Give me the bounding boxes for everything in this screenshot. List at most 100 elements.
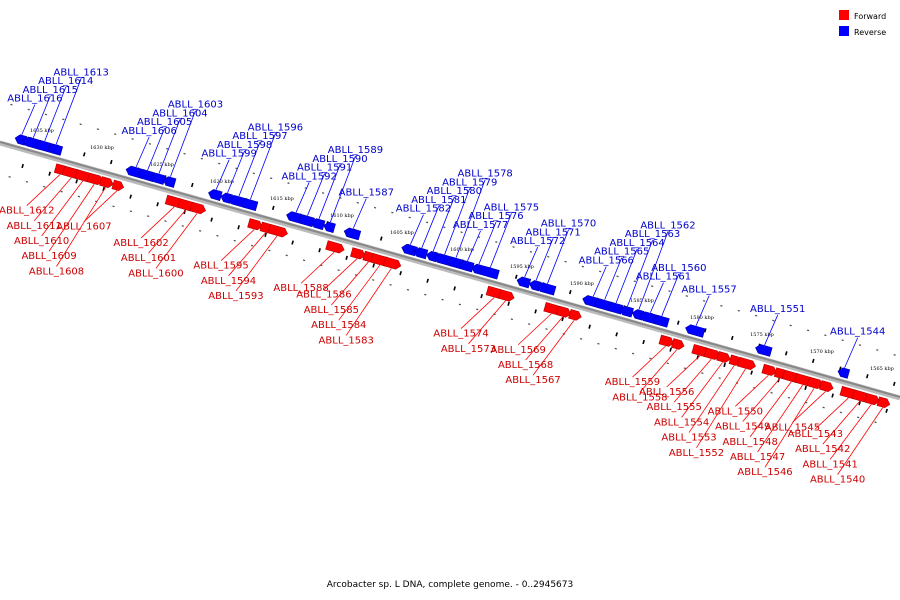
gene-label-abll-1579[interactable]: ABLL_1579 (442, 177, 497, 188)
gene-label-abll-1584[interactable]: ABLL_1584 (311, 320, 366, 331)
gene-label-abll-1549[interactable]: ABLL_1549 (715, 422, 770, 433)
gene-label-abll-1552[interactable]: ABLL_1552 (669, 448, 724, 459)
gene-label-abll-1593[interactable]: ABLL_1593 (208, 291, 263, 302)
gene-label-abll-1610[interactable]: ABLL_1610 (14, 236, 69, 247)
leader-line (235, 235, 278, 292)
gene-label-abll-1594[interactable]: ABLL_1594 (201, 276, 256, 287)
gene-label-abll-1550[interactable]: ABLL_1550 (708, 406, 763, 417)
gene-label-abll-1557[interactable]: ABLL_1557 (681, 285, 736, 296)
gene-label-abll-1586[interactable]: ABLL_1586 (296, 290, 351, 301)
gene-label-abll-1599[interactable]: ABLL_1599 (202, 149, 257, 160)
gene-label-abll-1572[interactable]: ABLL_1572 (510, 236, 565, 247)
axis-dash-upper (676, 320, 680, 325)
gene-label-abll-1614[interactable]: ABLL_1614 (38, 76, 93, 87)
gene-label-abll-1565[interactable]: ABLL_1565 (594, 247, 649, 258)
gene-label-abll-1608[interactable]: ABLL_1608 (29, 266, 84, 277)
leader-line (444, 188, 471, 255)
gene-label-abll-1575[interactable]: ABLL_1575 (484, 202, 539, 213)
leader-line (822, 400, 861, 445)
gene-label-abll-1555[interactable]: ABLL_1555 (647, 402, 702, 413)
gene-label-abll-1561[interactable]: ABLL_1561 (636, 272, 691, 283)
leader-line (837, 407, 884, 475)
gene-label-abll-1544[interactable]: ABLL_1544 (830, 327, 885, 338)
gene-label-abll-1590[interactable]: ABLL_1590 (312, 154, 367, 165)
gene-label-abll-1553[interactable]: ABLL_1553 (661, 433, 716, 444)
gene-label-abll-1573[interactable]: ABLL_1573 (441, 344, 496, 355)
gene-label-abll-1578[interactable]: ABLL_1578 (458, 169, 513, 180)
gene-label-abll-1587[interactable]: ABLL_1587 (339, 188, 394, 199)
gene-label-abll-1603[interactable]: ABLL_1603 (168, 100, 223, 111)
leader-line (666, 355, 701, 388)
gene-label-abll-1611[interactable]: ABLL_1611 (7, 221, 62, 232)
gene-label-abll-1577[interactable]: ABLL_1577 (453, 220, 508, 231)
gene-label-abll-1546[interactable]: ABLL_1546 (737, 467, 792, 478)
gene-label-abll-1559[interactable]: ABLL_1559 (605, 377, 660, 388)
gene-label-abll-1545[interactable]: ABLL_1545 (765, 422, 820, 433)
gene-label-abll-1604[interactable]: ABLL_1604 (152, 108, 207, 119)
gene-label-abll-1564[interactable]: ABLL_1564 (609, 238, 664, 249)
axis-dash-lower (642, 339, 645, 345)
gene-label-abll-1591[interactable]: ABLL_1591 (297, 163, 352, 174)
gene-label-abll-1585[interactable]: ABLL_1585 (304, 305, 359, 316)
gene-label-abll-1569[interactable]: ABLL_1569 (491, 345, 546, 356)
gene-label-abll-1596[interactable]: ABLL_1596 (248, 122, 303, 133)
gene-arrow-abll-1595 (247, 218, 263, 231)
gene-label-abll-1616[interactable]: ABLL_1616 (7, 94, 62, 105)
gene-label-abll-1554[interactable]: ABLL_1554 (654, 417, 709, 428)
gene-label-abll-1556[interactable]: ABLL_1556 (639, 387, 694, 398)
gene-label-abll-1566[interactable]: ABLL_1566 (579, 256, 634, 267)
gene-label-abll-1543[interactable]: ABLL_1543 (788, 429, 843, 440)
gene-label-abll-1540[interactable]: ABLL_1540 (810, 475, 865, 486)
gene-arrow-abll-1581 (413, 247, 429, 260)
gene-label-abll-1547[interactable]: ABLL_1547 (730, 452, 785, 463)
gene-label-abll-1612[interactable]: ABLL_1612 (0, 206, 54, 217)
leader-line (32, 95, 51, 139)
gene-arrow-abll-1575 (479, 266, 500, 280)
gene-label-abll-1568[interactable]: ABLL_1568 (498, 360, 553, 371)
gene-label-abll-1601[interactable]: ABLL_1601 (121, 253, 176, 264)
gene-label-abll-1560[interactable]: ABLL_1560 (651, 263, 706, 274)
gene-label-abll-1574[interactable]: ABLL_1574 (433, 329, 488, 340)
gene-label-abll-1606[interactable]: ABLL_1606 (122, 126, 177, 137)
gene-label-abll-1613[interactable]: ABLL_1613 (54, 67, 109, 78)
gene-label-abll-1581[interactable]: ABLL_1581 (411, 195, 466, 206)
axis-dash-upper (568, 289, 572, 295)
gene-label-abll-1609[interactable]: ABLL_1609 (21, 251, 76, 262)
gene-label-abll-1563[interactable]: ABLL_1563 (625, 229, 680, 240)
gene-label-abll-1589[interactable]: ABLL_1589 (328, 145, 383, 156)
gene-label-abll-1605[interactable]: ABLL_1605 (137, 117, 192, 128)
gene-label-abll-1562[interactable]: ABLL_1562 (640, 220, 695, 231)
axis-tick-label: 1630 kbp (90, 145, 114, 151)
gene-arrow-abll-1560 (652, 315, 670, 328)
leader-line (749, 381, 792, 437)
gene-label-abll-1615[interactable]: ABLL_1615 (23, 85, 78, 96)
gene-label-abll-1595[interactable]: ABLL_1595 (193, 261, 248, 272)
gene-label-abll-1583[interactable]: ABLL_1583 (319, 335, 374, 346)
axis-dash-upper (271, 205, 275, 211)
gene-arrow-abll-1541 (864, 392, 880, 406)
leader-line (331, 261, 369, 306)
gene-label-abll-1576[interactable]: ABLL_1576 (468, 211, 523, 222)
gene-label-abll-1597[interactable]: ABLL_1597 (232, 131, 287, 142)
gene-label-abll-1571[interactable]: ABLL_1571 (525, 227, 580, 238)
gene-label-abll-1580[interactable]: ABLL_1580 (427, 186, 482, 197)
gene-arrow-abll-1564 (607, 302, 624, 315)
gene-label-abll-1558[interactable]: ABLL_1558 (612, 392, 667, 403)
gene-arrow-abll-1554 (716, 351, 731, 363)
gene-label-abll-1548[interactable]: ABLL_1548 (723, 437, 778, 448)
gene-label-abll-1570[interactable]: ABLL_1570 (541, 219, 596, 230)
gene-label-abll-1542[interactable]: ABLL_1542 (795, 444, 850, 455)
gene-label-abll-1588[interactable]: ABLL_1588 (273, 283, 328, 294)
gene-label-abll-1567[interactable]: ABLL_1567 (505, 375, 560, 386)
gene-label-abll-1607[interactable]: ABLL_1607 (56, 222, 111, 233)
gene-label-abll-1598[interactable]: ABLL_1598 (217, 140, 272, 151)
gene-label-abll-1582[interactable]: ABLL_1582 (396, 204, 451, 215)
genome-axis (0, 140, 900, 401)
leader-line (56, 187, 106, 267)
gene-label-abll-1551[interactable]: ABLL_1551 (750, 304, 805, 315)
gene-label-abll-1600[interactable]: ABLL_1600 (128, 268, 183, 279)
leader-line (742, 378, 781, 422)
gene-label-abll-1602[interactable]: ABLL_1602 (113, 238, 168, 249)
gene-label-abll-1592[interactable]: ABLL_1592 (282, 171, 337, 182)
gene-label-abll-1541[interactable]: ABLL_1541 (803, 459, 858, 470)
